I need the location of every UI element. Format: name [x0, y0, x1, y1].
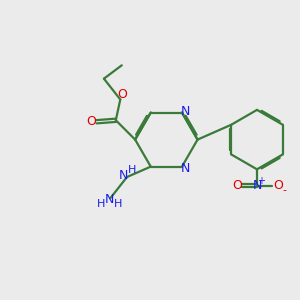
Text: N: N: [181, 162, 190, 175]
Text: O: O: [274, 179, 283, 192]
Text: -: -: [282, 185, 286, 195]
Text: H: H: [97, 200, 105, 209]
Text: +: +: [257, 176, 266, 186]
Text: H: H: [114, 199, 122, 209]
Text: N: N: [252, 179, 262, 192]
Text: O: O: [86, 115, 96, 128]
Text: N: N: [119, 169, 128, 182]
Text: O: O: [232, 179, 242, 192]
Text: O: O: [117, 88, 127, 100]
Text: H: H: [128, 166, 136, 176]
Text: N: N: [104, 193, 114, 206]
Text: N: N: [181, 105, 190, 118]
